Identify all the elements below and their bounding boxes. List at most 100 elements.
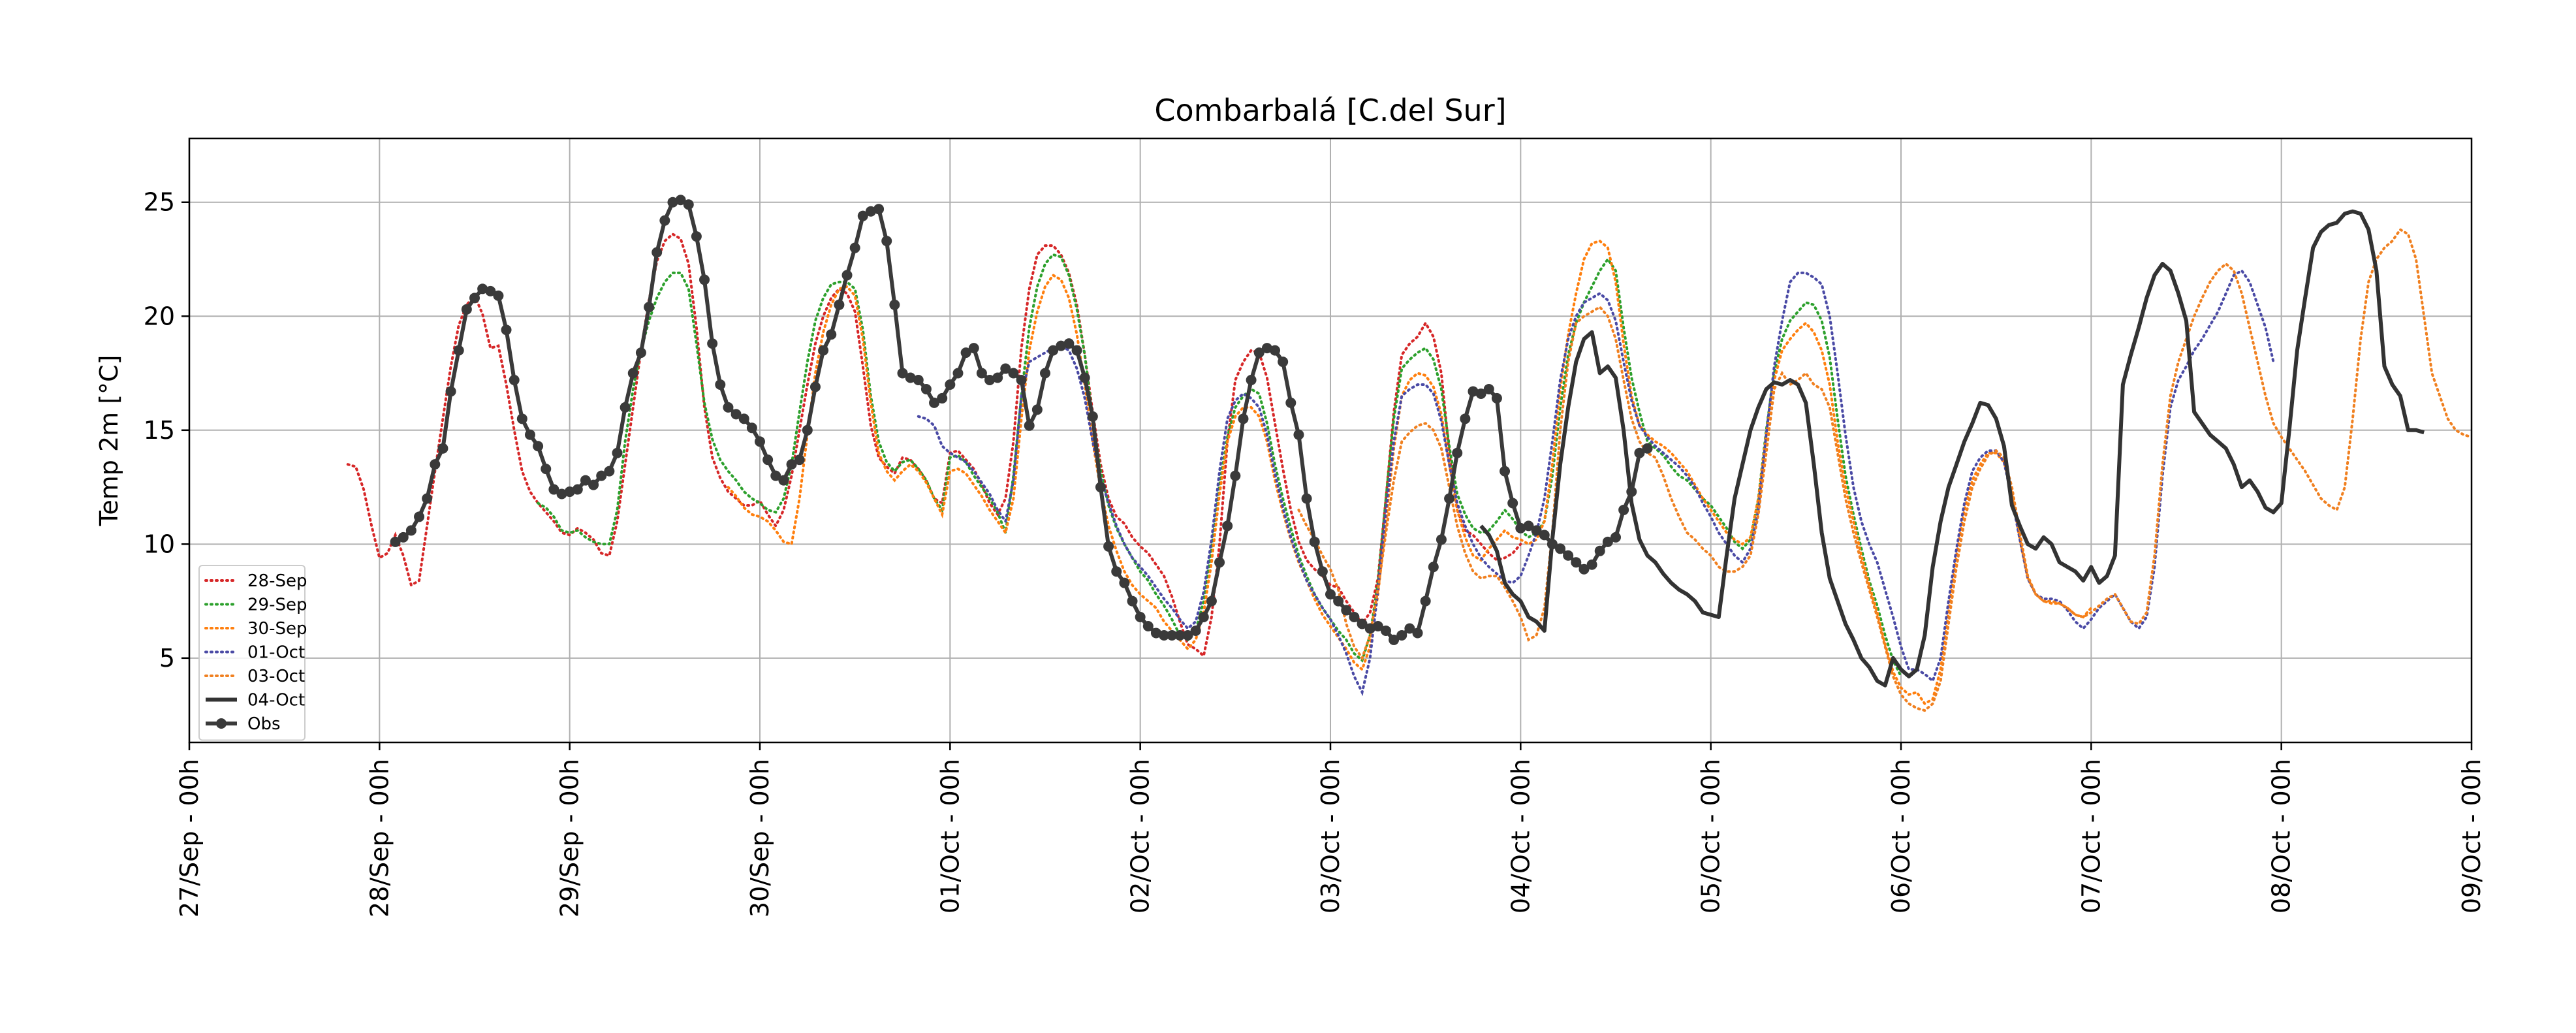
x-tick-label: 27/Sep - 00h [175, 759, 204, 917]
legend-label: 01-Oct [247, 643, 305, 663]
obs-point [913, 375, 924, 385]
obs-point [635, 347, 646, 358]
obs-point [1000, 363, 1011, 374]
obs-point [809, 381, 821, 392]
obs-point [818, 345, 829, 356]
y-axis-label: Temp 2m [°C] [95, 355, 123, 527]
legend-label: Obs [247, 714, 281, 734]
obs-point [1278, 357, 1289, 368]
obs-point [1222, 520, 1233, 532]
obs-point [612, 447, 623, 458]
obs-point [1626, 486, 1637, 498]
obs-point [715, 379, 726, 390]
obs-point [730, 409, 742, 420]
obs-point [1500, 466, 1511, 477]
obs-point [1389, 634, 1400, 645]
obs-point [968, 343, 979, 354]
obs-point [1428, 562, 1439, 573]
obs-point [1095, 482, 1106, 493]
legend-label: 30-Sep [247, 619, 307, 639]
obs-point [849, 242, 860, 253]
grid [189, 138, 2472, 742]
obs-point [533, 441, 544, 452]
obs-point [564, 486, 575, 498]
obs-point [1491, 392, 1502, 404]
obs-point [1642, 443, 1653, 454]
obs-point [1246, 375, 1257, 385]
obs-point [1238, 413, 1249, 424]
obs-point [1040, 368, 1050, 379]
obs-point [469, 293, 480, 304]
obs-point [556, 488, 567, 500]
obs-point [1396, 629, 1407, 641]
obs-point [1301, 493, 1312, 504]
obs-point [1142, 620, 1154, 631]
obs-point [1214, 557, 1225, 568]
obs-point [445, 386, 456, 397]
obs-point [1190, 625, 1201, 636]
obs-point [1031, 404, 1043, 415]
legend-label: 03-Oct [247, 667, 305, 686]
obs-point [1475, 388, 1486, 399]
obs-point [667, 197, 678, 208]
obs-point [422, 493, 433, 504]
obs-point [596, 470, 607, 481]
x-tick-label: 29/Sep - 00h [556, 759, 584, 917]
obs-point [1253, 347, 1264, 358]
obs-point [1420, 596, 1431, 607]
obs-point [865, 206, 876, 217]
obs-point [1539, 530, 1550, 541]
obs-point [548, 484, 559, 495]
obs-point [390, 536, 401, 547]
obs-point [541, 464, 552, 475]
obs-point [1048, 345, 1059, 356]
obs-point [461, 304, 472, 315]
obs-point [1531, 525, 1542, 536]
x-tick-label: 30/Sep - 00h [746, 759, 774, 917]
obs-point [1167, 629, 1178, 641]
obs-point [1586, 559, 1597, 570]
obs-point [1309, 536, 1320, 547]
obs-point [897, 368, 908, 379]
obs-point [1159, 629, 1170, 641]
obs-point [834, 299, 845, 310]
obs-point [691, 231, 702, 242]
obs-point [1507, 498, 1518, 509]
obs-point [1372, 620, 1383, 631]
obs-point [723, 402, 734, 413]
obs-point [1119, 577, 1130, 588]
obs-point [1174, 629, 1186, 641]
obs-point [1111, 566, 1122, 577]
obs-point [841, 270, 853, 281]
obs-point [707, 338, 718, 349]
obs-point [644, 302, 655, 313]
obs-point [1357, 618, 1368, 629]
axes: 27/Sep - 00h 28/Sep - 00h 29/Sep - 00h 30/S… [144, 188, 2486, 917]
obs-point [929, 397, 940, 408]
x-tick-label: 28/Sep - 00h [365, 759, 394, 917]
obs-point [1333, 596, 1344, 607]
obs-point [1594, 545, 1605, 556]
obs-point [1135, 612, 1146, 623]
x-tick-label: 02/Oct - 00h [1126, 759, 1155, 914]
obs-point [1468, 386, 1479, 397]
obs-point [794, 454, 805, 466]
obs-point [1515, 522, 1526, 533]
obs-point [1293, 429, 1304, 440]
obs-point [738, 413, 749, 424]
obs-point [493, 290, 504, 301]
series-line-29-Sep [537, 253, 1902, 678]
series-line-01-Oct [917, 268, 2275, 697]
obs-point [516, 413, 527, 424]
obs-point [770, 470, 781, 481]
obs-point [826, 329, 837, 340]
obs-point [1634, 447, 1645, 458]
obs-point [1150, 628, 1161, 639]
obs-point [572, 484, 583, 495]
obs-point [905, 372, 916, 383]
obs-point [1483, 383, 1494, 394]
chart-title: Combarbalá [C.del Sur] [1154, 93, 1506, 128]
legend-marker [216, 718, 227, 729]
x-tick-label: 06/Oct - 00h [1887, 759, 1915, 914]
